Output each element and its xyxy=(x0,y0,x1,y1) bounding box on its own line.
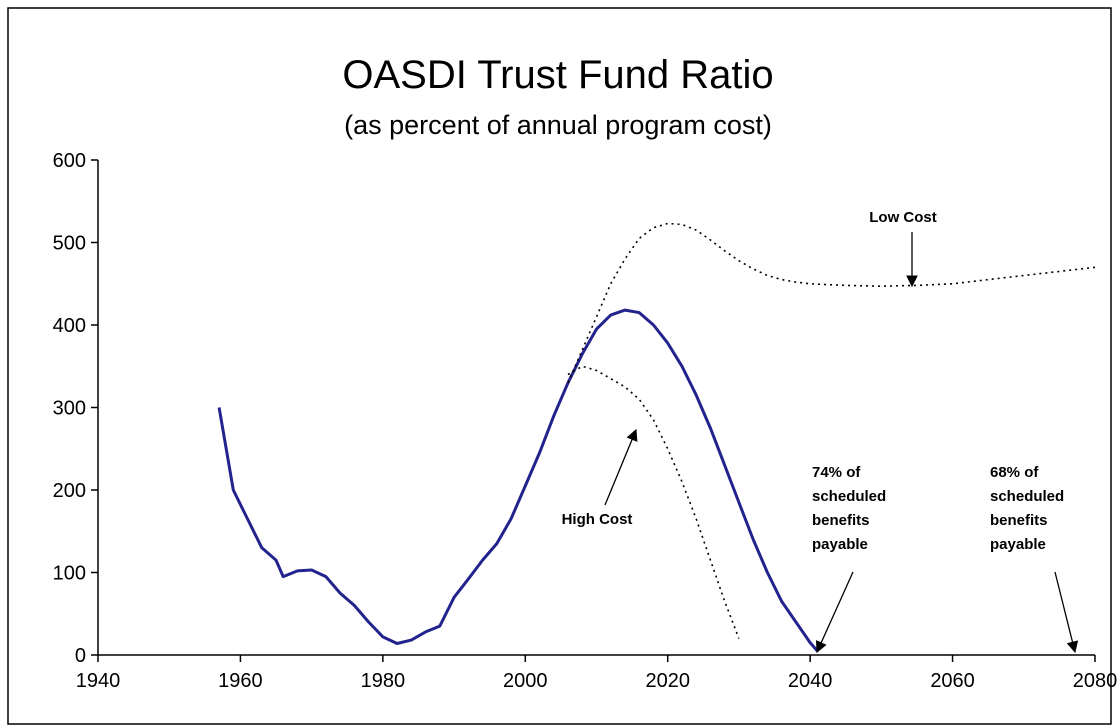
x-tick-label: 2080 xyxy=(1073,670,1117,692)
y-tick-label: 600 xyxy=(53,150,86,172)
y-tick-label: 200 xyxy=(53,480,86,502)
x-tick-label: 1960 xyxy=(218,670,263,692)
y-tick-label: 300 xyxy=(53,398,86,420)
annotation-text: scheduled xyxy=(990,488,1064,505)
y-tick-label: 500 xyxy=(53,233,86,255)
x-tick-label: 2000 xyxy=(503,670,548,692)
y-tick-label: 0 xyxy=(75,645,86,667)
x-tick-label: 1940 xyxy=(76,670,121,692)
annotation-arrow xyxy=(815,571,854,654)
annotation-arrow xyxy=(604,428,638,506)
annotation-text: benefits xyxy=(990,512,1048,529)
chart-title: OASDI Trust Fund Ratio xyxy=(342,53,773,97)
y-tick-label: 100 xyxy=(53,563,86,585)
x-tick-label: 1980 xyxy=(361,670,406,692)
annotation-text: payable xyxy=(990,536,1046,553)
y-tick-label: 400 xyxy=(53,315,86,337)
x-tick-label: 2060 xyxy=(930,670,975,692)
series-line xyxy=(567,365,740,639)
frame xyxy=(7,7,1112,725)
annotation-text: benefits xyxy=(812,512,870,529)
annotation-text: scheduled xyxy=(812,488,886,505)
series-line xyxy=(217,308,819,652)
annotation-text: 68% of xyxy=(990,464,1039,481)
annotation-text: 74% of xyxy=(812,464,861,481)
annotation-text: payable xyxy=(812,536,868,553)
chart-subtitle: (as percent of annual program cost) xyxy=(344,110,772,140)
annotation-arrow xyxy=(1054,571,1079,654)
x-tick-label: 2020 xyxy=(645,670,690,692)
series-annotation: Low Cost xyxy=(869,209,937,226)
series-annotation: High Cost xyxy=(562,511,633,528)
x-tick-label: 2040 xyxy=(788,670,833,692)
